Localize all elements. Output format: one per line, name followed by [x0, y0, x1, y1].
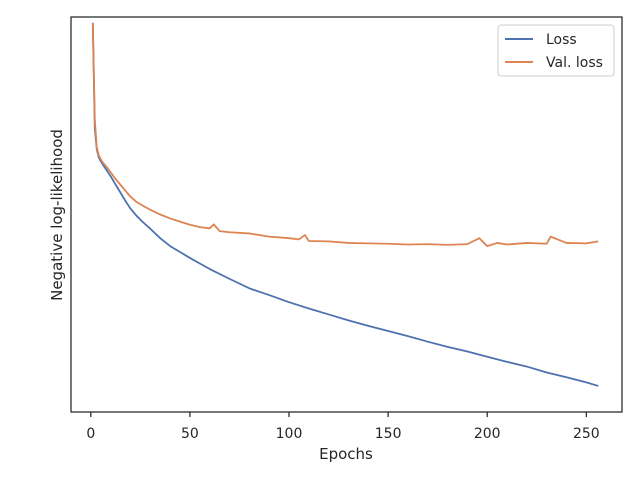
x-tick-label: 200: [474, 426, 501, 442]
legend-label-loss: Loss: [546, 32, 577, 48]
series-layer: [91, 22, 599, 387]
series-line-loss: [91, 22, 599, 387]
x-axis-label: Epochs: [319, 445, 373, 463]
y-axis-label: Negative log-likelihood: [48, 129, 66, 301]
x-axis-ticks: 0 50 100 150 200 250: [86, 412, 600, 442]
x-tick-label: 250: [573, 426, 600, 442]
x-tick-label: 0: [86, 426, 95, 442]
legend: Loss Val. loss: [497, 24, 615, 77]
x-tick-label: 50: [181, 426, 199, 442]
plot-area: [70, 16, 623, 413]
x-tick-label: 100: [276, 426, 303, 442]
series-line-val-loss: [91, 22, 599, 248]
legend-label-val-loss: Val. loss: [546, 55, 603, 71]
x-tick-label: 150: [375, 426, 402, 442]
legend-frame: [497, 24, 615, 77]
